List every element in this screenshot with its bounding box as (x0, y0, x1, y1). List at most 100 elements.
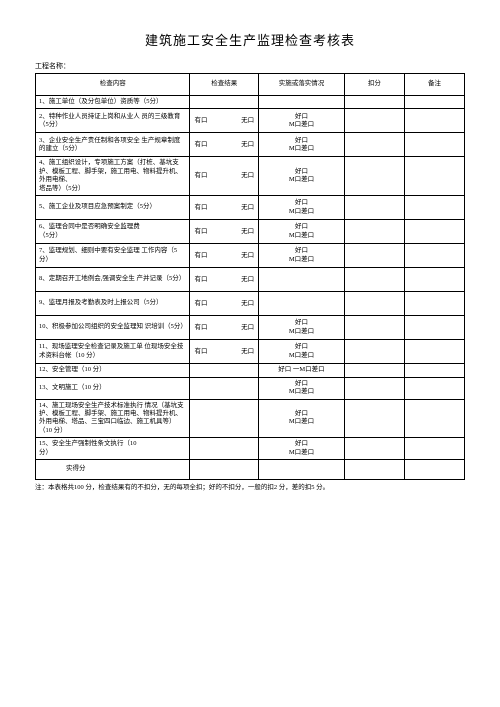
deduct-cell (344, 133, 404, 157)
impl-mid: M口差口 (262, 328, 341, 336)
deduct-cell (344, 109, 404, 133)
result-cell: 有口无口 (190, 220, 259, 244)
inspection-table: 检查内容 检查结果 实施或落实情况 扣分 备注 1、施工单位（及分包单位）资质等… (35, 73, 465, 480)
impl-cell (259, 292, 345, 316)
header-row: 检查内容 检查结果 实施或落实情况 扣分 备注 (36, 74, 465, 96)
result-none: 无口 (241, 141, 254, 149)
remark-cell (404, 364, 464, 377)
item-cell: 12、安全管理（10 分） (36, 364, 190, 377)
impl-mid: M口差口 (262, 418, 341, 426)
result-has: 有口 (194, 323, 207, 331)
impl-cell: 好口M口差口 (259, 377, 345, 399)
table-row: 1、施工单位（及分包单位）资质等（5分） (36, 96, 465, 109)
score-cell (344, 460, 404, 480)
header-remark: 备注 (404, 74, 464, 96)
deduct-cell (344, 244, 404, 268)
remark-cell (404, 133, 464, 157)
result-none: 无口 (241, 172, 254, 180)
impl-mid: M口差口 (262, 232, 341, 240)
deduct-cell (344, 220, 404, 244)
score-cell (259, 460, 345, 480)
impl-mid: M口差口 (262, 256, 341, 264)
deduct-cell (344, 316, 404, 340)
item-cell: 10、积极参加公司组织的安全监理知 识培训（5分） (36, 316, 190, 340)
result-none: 无口 (241, 251, 254, 259)
table-row: 12、安全管理（10 分）好口 一M口差口 (36, 364, 465, 377)
score-row: 实得分 (36, 460, 465, 480)
result-cell (190, 438, 259, 460)
table-row: 5、施工企业及项目应急预案制定（5分）有口无口好口M口差口 (36, 196, 465, 220)
table-notes: 注：本表格共100 分，检查结果有的不扣分，无的每项全扣；好的不扣分，一般的扣2… (35, 483, 465, 492)
deduct-cell (344, 399, 404, 438)
result-has: 有口 (194, 117, 207, 125)
deduct-cell (344, 96, 404, 109)
remark-cell (404, 96, 464, 109)
table-row: 6、监理合同中是否明确安全监理费 （5分）有口无口好口M口差口 (36, 220, 465, 244)
result-cell (190, 377, 259, 399)
result-none: 无口 (241, 275, 254, 283)
header-impl: 实施或落实情况 (259, 74, 345, 96)
impl-cell (259, 96, 345, 109)
result-has: 有口 (194, 141, 207, 149)
result-has: 有口 (194, 347, 207, 355)
remark-cell (404, 316, 464, 340)
score-cell (190, 460, 259, 480)
impl-cell: 好口M口差口 (259, 220, 345, 244)
impl-good: 好口 (262, 223, 341, 231)
result-cell: 有口 无口 (190, 157, 259, 196)
item-cell: 9、监理月报及考勤表及时上报公司（5分） (36, 292, 190, 316)
result-cell (190, 364, 259, 377)
remark-cell (404, 109, 464, 133)
result-cell: 有口无口 (190, 268, 259, 292)
table-row: 10、积极参加公司组织的安全监理知 识培训（5分）有口无口好口M口差口 (36, 316, 465, 340)
remark-cell (404, 220, 464, 244)
result-cell: 有口无口 (190, 109, 259, 133)
impl-mid: M口差口 (262, 449, 341, 457)
result-cell: 有口 无口 (190, 292, 259, 316)
remark-cell (404, 340, 464, 364)
page-title: 建筑施工安全生产监理检查考核表 (35, 30, 465, 49)
result-cell (190, 399, 259, 438)
impl-good: 好口 (262, 380, 341, 388)
item-cell: 6、监理合同中是否明确安全监理费 （5分） (36, 220, 190, 244)
result-cell (190, 96, 259, 109)
impl-good: 好口 (262, 199, 341, 207)
header-item: 检查内容 (36, 74, 190, 96)
result-has: 有口 (194, 227, 207, 235)
item-cell: 15、安全生产强制性条文执行（10 分） (36, 438, 190, 460)
deduct-cell (344, 438, 404, 460)
impl-cell: 好口M口差口 (259, 133, 345, 157)
item-cell: 11、现场监理安全检查记录及施工单 位现场安全技术资料台帐（10 分） (36, 340, 190, 364)
impl-mid: M口差口 (262, 208, 341, 216)
table-row: 11、现场监理安全检查记录及施工单 位现场安全技术资料台帐（10 分）有口无口好… (36, 340, 465, 364)
table-row: 14、施工现场安全生产技术标准执行 情况（基坑支护、模板工程、脚手架、施工用电、… (36, 399, 465, 438)
impl-cell: 好口M口差口 (259, 109, 345, 133)
remark-cell (404, 157, 464, 196)
table-row: 13、文明施工（10 分）好口M口差口 (36, 377, 465, 399)
deduct-cell (344, 157, 404, 196)
remark-cell (404, 244, 464, 268)
impl-good: 好口 (262, 319, 341, 327)
deduct-cell (344, 364, 404, 377)
impl-mid: M口差口 (262, 352, 341, 360)
table-row: 8、定期召开工地例会,强调安全生 产并记录（5分）有口无口 (36, 268, 465, 292)
result-none: 无口 (241, 299, 254, 307)
impl-mid: M口差口 (262, 388, 341, 396)
impl-cell: 好口M口差口 (259, 244, 345, 268)
impl-cell: 好口M口差口 (259, 438, 345, 460)
result-cell: 有口 无口 (190, 133, 259, 157)
impl-cell: 好口M口差口 (259, 157, 345, 196)
deduct-cell (344, 292, 404, 316)
impl-good: 好口 (262, 440, 341, 448)
impl-good: 好口 (262, 113, 341, 121)
item-cell: 2、特种作业人员持证上岗和从业人 员的三级教育（5分） (36, 109, 190, 133)
deduct-cell (344, 196, 404, 220)
result-has: 有口 (194, 299, 207, 307)
result-has: 有口 (194, 172, 207, 180)
impl-good: 好口 (262, 137, 341, 145)
impl-mid: M口差口 (262, 121, 341, 129)
impl-mid: M口差口 (262, 145, 341, 153)
result-cell: 有口无口 (190, 244, 259, 268)
table-row: 3、企业安全生产责任制和各项安全 生产规章制度的建立（5分）有口无口好口M口差口 (36, 133, 465, 157)
result-none: 无口 (241, 203, 254, 211)
